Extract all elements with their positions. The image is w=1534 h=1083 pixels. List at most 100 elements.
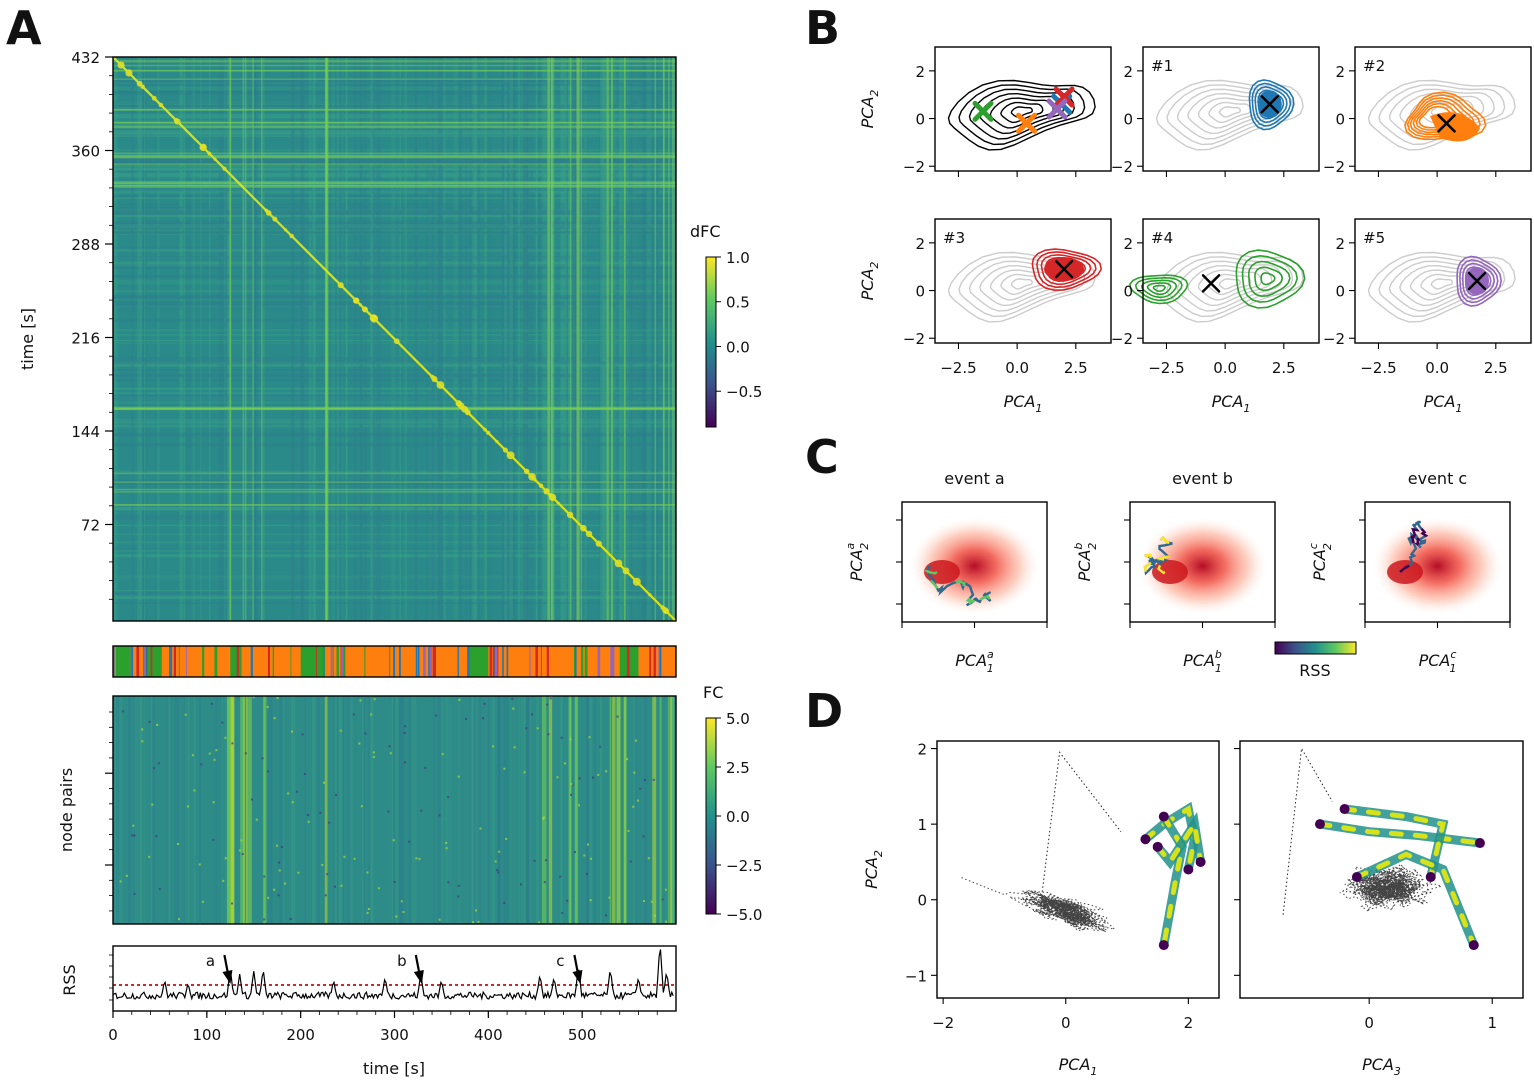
state-segment-thin: [540, 646, 542, 677]
fc-speckle: [133, 892, 136, 895]
event-segment-highlight: [1142, 804, 1198, 872]
cluster-density-contour: [1248, 79, 1295, 131]
state-segment-thin: [290, 646, 292, 677]
dfc-active-stripe: [113, 472, 676, 475]
event-x-axis-label: PCAa 1: [955, 648, 994, 675]
state-segment-thin: [506, 646, 509, 677]
dfc-vertical-stripe: [136, 57, 139, 621]
fc-speckle: [592, 776, 595, 779]
fc-vertical-stripe: [317, 696, 320, 924]
state-segment-thin: [574, 646, 577, 677]
dfc-y-tick-label: 360: [71, 143, 100, 161]
dfc-colorbar-tick-label: 1.0: [726, 249, 750, 267]
fc-vertical-stripe: [355, 696, 357, 924]
background-density-contour: [1197, 97, 1262, 129]
dfc-horizontal-stripe: [113, 329, 676, 332]
fc-vertical-stripe: [510, 696, 514, 924]
state-segment-thin: [417, 646, 420, 677]
fc-speckle: [447, 881, 450, 884]
cluster-density-contour: [1247, 260, 1291, 298]
fc-vertical-stripe: [334, 696, 338, 924]
event-segment-highlight: [1155, 817, 1204, 867]
state-segment-thin: [316, 646, 317, 677]
cluster-density-contour: [1031, 248, 1103, 292]
fc-speckle: [244, 752, 247, 755]
background-density-contour: [1155, 251, 1304, 323]
dfc-horizontal-stripe: [113, 120, 676, 124]
fc-speckle: [280, 845, 283, 848]
cluster-y-axis-label: PCA2: [858, 262, 881, 301]
dfc-horizontal-stripe: [113, 596, 676, 599]
dfc-active-stripe: [113, 503, 676, 506]
dfc-vertical-stripe: [501, 57, 505, 621]
dfc-active-stripe: [113, 122, 676, 124]
dfc-vertical-stripe: [332, 57, 335, 621]
dfc-vertical-stripe: [336, 57, 340, 621]
fc-vertical-stripe: [408, 696, 412, 924]
fc-vertical-stripe: [623, 696, 627, 924]
dfc-horizontal-stripe: [113, 209, 676, 215]
fc-speckle: [546, 703, 549, 706]
fc-speckle: [261, 757, 264, 760]
fc-vertical-stripe: [653, 696, 657, 924]
fc-vertical-stripe: [548, 696, 553, 924]
fc-speckle: [627, 829, 630, 832]
fc-speckle: [323, 781, 326, 784]
dfc-horizontal-stripe: [113, 168, 676, 170]
fc-speckle: [132, 824, 135, 827]
dfc-vertical-stripe: [428, 57, 432, 621]
cluster-x-tick-label: −2.5: [1148, 359, 1184, 377]
fc-speckle: [586, 872, 589, 875]
fc-speckle: [208, 752, 211, 755]
fc-speckle: [231, 902, 234, 905]
event-x-axis-label-text: PCAa 1: [955, 648, 994, 675]
cluster-label: #1: [1151, 57, 1173, 75]
fc-speckle: [353, 857, 356, 860]
background-density-contour: [1000, 273, 1044, 296]
state-segment-thin: [323, 646, 325, 677]
fc-speckle: [326, 873, 329, 876]
dfc-active-stripe: [113, 109, 676, 111]
state-segment-thin: [342, 646, 346, 677]
trajectory-y-tick-label: −1: [905, 967, 927, 985]
fc-speckle: [212, 838, 215, 841]
fc-vertical-stripe: [459, 696, 463, 924]
dfc-horizontal-stripe: [113, 369, 676, 371]
dfc-active-stripe: [578, 57, 580, 621]
dfc-horizontal-stripe: [113, 104, 676, 109]
dfc-vertical-stripe: [543, 57, 547, 621]
fc-vertical-stripe: [262, 696, 265, 924]
event-x-axis-label-base: PCA: [1419, 651, 1451, 670]
dfc-vertical-stripe: [155, 57, 157, 621]
background-density-contour: [1166, 84, 1294, 146]
fc-speckle: [569, 793, 572, 796]
dfc-active-stripe: [113, 504, 676, 506]
cluster-y-axis-label-text: PCA2: [858, 262, 881, 301]
dfc-vertical-stripe: [646, 57, 651, 621]
dfc-horizontal-stripe: [113, 421, 676, 424]
cluster-y-axis-label-sub: 2: [868, 90, 881, 97]
background-density-contour: [1010, 278, 1034, 290]
fc-speckle: [664, 920, 667, 923]
cluster-axes: #1 2 0 −2: [1111, 46, 1320, 177]
dfc-active-stripe: [113, 154, 676, 157]
fc-vertical-stripe: [230, 696, 234, 924]
event-trajectory: [1399, 520, 1429, 573]
fc-speckle: [563, 762, 566, 765]
trajectory-y-axis-label-sub: 2: [872, 850, 885, 857]
event-y-axis-label-text: PCAb2: [1072, 543, 1099, 582]
fc-vertical-stripe: [391, 696, 394, 924]
dfc-horizontal-stripe: [113, 509, 676, 511]
fc-vertical-stripe: [437, 696, 441, 924]
dfc-vertical-stripe: [538, 57, 542, 621]
fc-speckle: [402, 910, 405, 913]
event-x-axis-label: PCAb 1: [1183, 648, 1222, 675]
dfc-horizontal-stripe: [113, 373, 676, 377]
event-segment-highlight: [1354, 851, 1477, 948]
dfc-active-stripe: [662, 57, 665, 621]
fc-speckle: [441, 753, 444, 756]
cluster-axes-frame: [934, 46, 1112, 172]
fc-vertical-stripe: [478, 696, 480, 924]
fc-speckle: [213, 758, 216, 761]
